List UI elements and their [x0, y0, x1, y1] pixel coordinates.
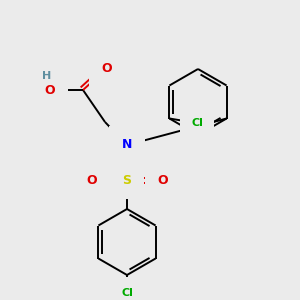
Text: O: O	[157, 173, 168, 187]
Text: O: O	[86, 173, 97, 187]
Text: S: S	[122, 173, 131, 187]
Text: N: N	[122, 139, 132, 152]
Text: Cl: Cl	[191, 118, 203, 128]
Text: O: O	[102, 61, 112, 74]
Text: Cl: Cl	[121, 288, 133, 298]
Text: O: O	[44, 83, 55, 97]
Text: H: H	[42, 71, 52, 81]
